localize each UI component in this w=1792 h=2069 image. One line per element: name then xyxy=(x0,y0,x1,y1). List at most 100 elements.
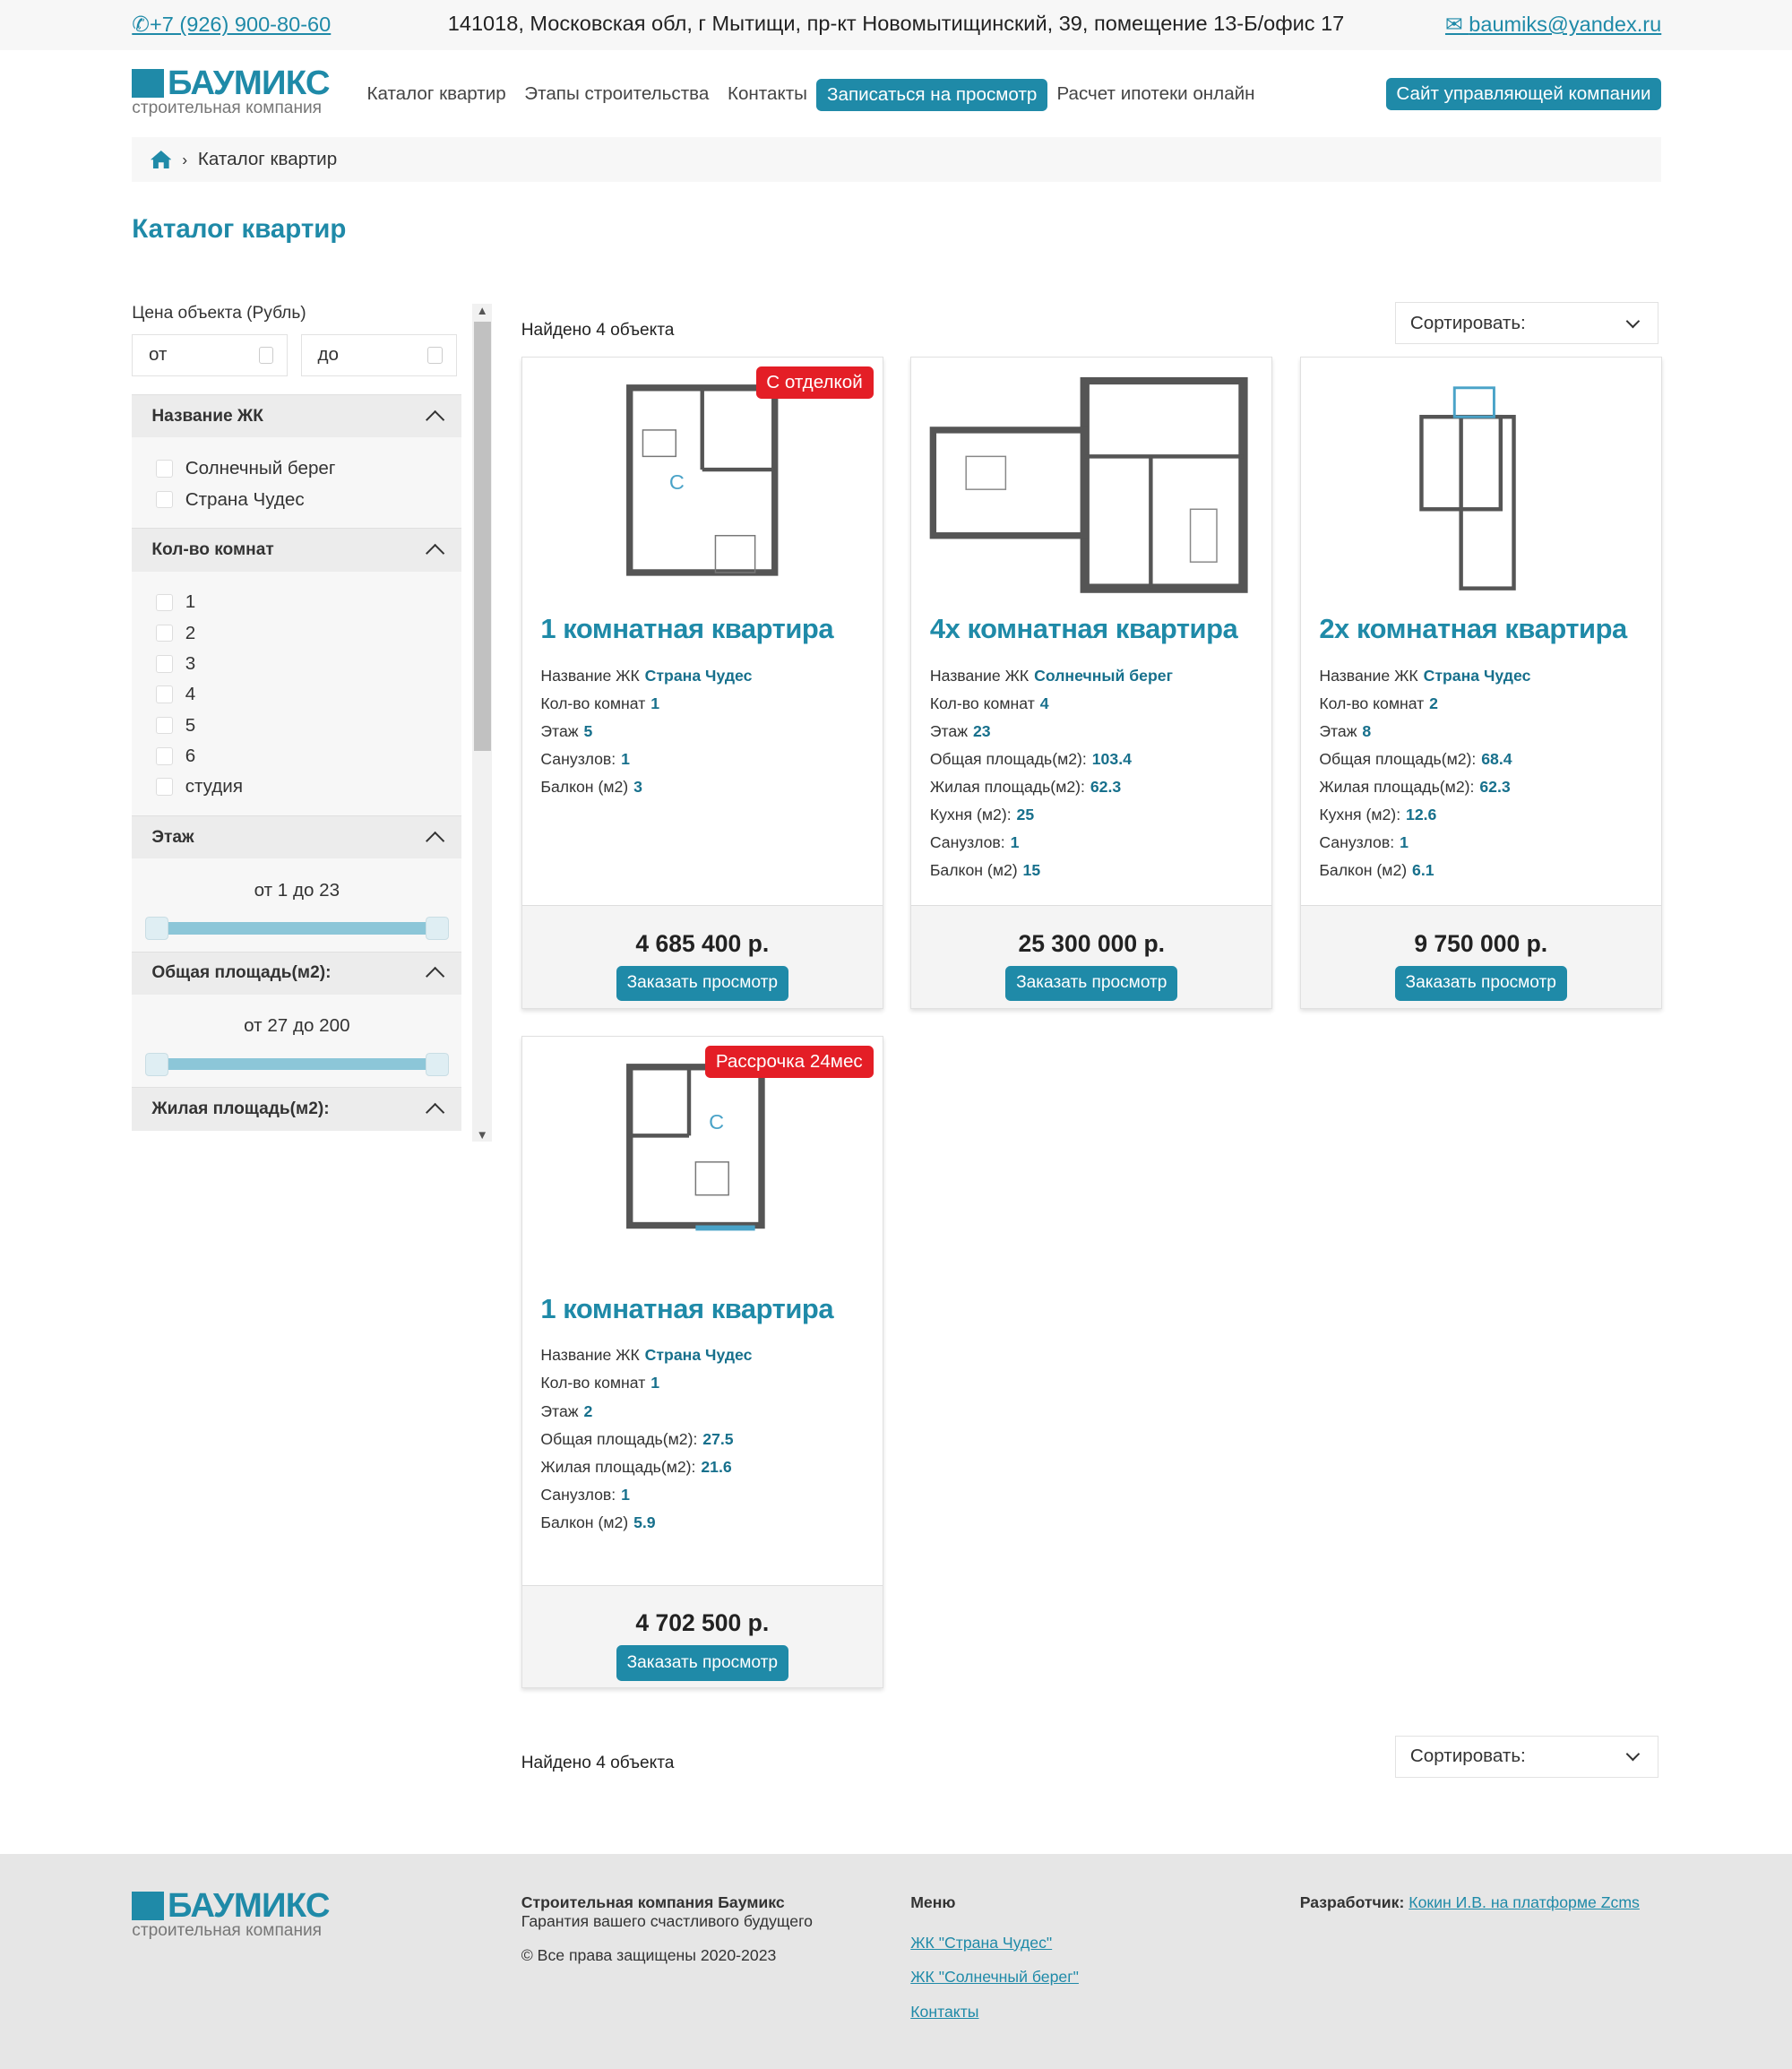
checkbox-icon[interactable] xyxy=(155,490,174,509)
checkbox-icon[interactable] xyxy=(155,460,174,478)
nav-stages[interactable]: Этапы строительства xyxy=(524,82,710,104)
option-label: 2 xyxy=(185,622,196,643)
spec-value: Страна Чудес xyxy=(1423,666,1531,685)
apartment-price: 25 300 000 р. xyxy=(1018,929,1166,957)
floor-plan-image[interactable] xyxy=(911,358,1271,595)
filter-complex-header[interactable]: Название ЖК xyxy=(132,394,462,438)
logo[interactable]: БАУМИКС строительная компания xyxy=(132,65,343,116)
spec-label: Кухня (м2): xyxy=(1319,806,1401,824)
filter-complex: Название ЖК Солнечный берег Страна Чудес xyxy=(132,394,462,529)
slider-handle-max[interactable] xyxy=(426,917,449,941)
spec-label: Этаж xyxy=(540,722,579,741)
spec-row: Санузлов: 1 xyxy=(1319,833,1660,861)
spec-value: 5.9 xyxy=(633,1513,656,1531)
apartment-card: C Рассрочка 24мес 1 комнатная квартира Назв… xyxy=(521,1036,883,1689)
spec-row: Название ЖК Страна Чудес xyxy=(1319,667,1660,694)
nav-catalog[interactable]: Каталог квартир xyxy=(366,82,506,104)
footer-logo[interactable]: БАУМИКС строительная компания xyxy=(132,1888,343,1939)
manager-site-button[interactable]: Сайт управляющей компании xyxy=(1385,77,1662,110)
price-from-input[interactable]: от xyxy=(132,333,289,376)
svg-text:C: C xyxy=(709,1110,724,1134)
sidebar-scrollbar[interactable]: ▲ ▼ xyxy=(472,303,493,1142)
option-label: 3 xyxy=(185,652,196,674)
footer-dev-link[interactable]: Кокин И.В. на платформе Zcms xyxy=(1409,1893,1640,1912)
area-slider[interactable] xyxy=(144,1053,449,1076)
nav-book-viewing[interactable]: Записаться на просмотр xyxy=(816,79,1048,112)
price-to-placeholder: до xyxy=(317,343,339,365)
checkbox-icon[interactable] xyxy=(155,593,174,612)
spec-value: 27.5 xyxy=(702,1429,734,1448)
spec-value: 15 xyxy=(1022,861,1041,880)
option-label: 5 xyxy=(185,714,196,736)
nav-mortgage[interactable]: Расчет ипотеки онлайн xyxy=(1056,82,1255,104)
spec-label: Балкон (м2) xyxy=(540,778,629,797)
spec-row: Общая площадь(м2): 103.4 xyxy=(930,750,1271,778)
book-viewing-button[interactable]: Заказать просмотр xyxy=(616,1645,788,1681)
apartment-specs: Название ЖК Страна Чудес Кол-во комнат 1 Эта… xyxy=(522,1346,883,1540)
footer-slogan: Гарантия вашего счастливого будущего xyxy=(521,1912,813,1931)
filter-option-checkbox[interactable]: Солнечный берег xyxy=(155,453,438,484)
floor-plan-image[interactable] xyxy=(1301,358,1661,595)
phone-link[interactable]: ✆+7 (926) 900-80-60 xyxy=(132,12,331,37)
filter-option-checkbox[interactable]: 3 xyxy=(155,649,438,679)
filter-option-checkbox[interactable]: студия xyxy=(155,772,438,802)
footer-link-solnechny-bereg[interactable]: ЖК "Солнечный берег" xyxy=(910,1968,1079,1987)
floor-slider[interactable] xyxy=(144,917,449,941)
option-label: 6 xyxy=(185,745,196,766)
breadcrumb: › Каталог квартир xyxy=(132,137,1662,183)
sort-dropdown[interactable]: Сортировать: xyxy=(1394,302,1659,345)
slider-handle-min[interactable] xyxy=(144,917,168,941)
filter-option-checkbox[interactable]: 1 xyxy=(155,587,438,617)
email-link[interactable]: ✉ baumiks@yandex.ru xyxy=(1445,12,1661,37)
footer-link-contacts[interactable]: Контакты xyxy=(910,2002,979,2021)
filter-rooms-header[interactable]: Кол-во комнат xyxy=(132,528,462,572)
area-range-text: от 27 до 200 xyxy=(244,1015,350,1037)
slider-handle-max[interactable] xyxy=(426,1053,449,1076)
spec-row: Балкон (м2) 15 xyxy=(930,861,1271,889)
footer-link-strana-chudes[interactable]: ЖК "Страна Чудес" xyxy=(910,1933,1053,1952)
home-icon[interactable] xyxy=(150,150,172,169)
apartment-price: 9 750 000 р. xyxy=(1414,929,1548,957)
spec-row: Жилая площадь(м2): 21.6 xyxy=(540,1458,882,1486)
checkbox-icon[interactable] xyxy=(155,778,174,797)
filter-option-checkbox[interactable]: 4 xyxy=(155,679,438,710)
book-viewing-button[interactable]: Заказать просмотр xyxy=(1394,965,1567,1002)
spec-value: 1 xyxy=(621,1485,630,1504)
checkbox-icon[interactable] xyxy=(155,655,174,673)
option-label: студия xyxy=(185,776,243,797)
filter-option-checkbox[interactable]: Страна Чудес xyxy=(155,484,438,514)
found-count-bottom: Найдено 4 объекта xyxy=(521,1754,675,1773)
filter-option-checkbox[interactable]: 5 xyxy=(155,710,438,740)
nav-contacts[interactable]: Контакты xyxy=(727,82,807,104)
spec-value: Страна Чудес xyxy=(644,666,753,685)
sort-dropdown-bottom[interactable]: Сортировать: xyxy=(1394,1735,1659,1778)
filter-living-header[interactable]: Жилая площадь(м2): xyxy=(132,1087,462,1131)
scrollbar-thumb[interactable] xyxy=(473,322,491,751)
scroll-up-icon[interactable]: ▲ xyxy=(476,303,488,317)
apartment-title[interactable]: 4х комнатная квартира xyxy=(929,613,1238,645)
filter-option-checkbox[interactable]: 2 xyxy=(155,618,438,649)
apartment-title[interactable]: 1 комнатная квартира xyxy=(540,1292,834,1324)
book-viewing-button[interactable]: Заказать просмотр xyxy=(616,965,788,1002)
spec-value: 21.6 xyxy=(701,1457,732,1476)
apartment-title[interactable]: 2х комнатная квартира xyxy=(1319,613,1627,645)
spec-row: Балкон (м2) 6.1 xyxy=(1319,861,1660,889)
price-to-input[interactable]: до xyxy=(300,333,457,376)
filter-floor-header[interactable]: Этаж xyxy=(132,815,462,859)
checkbox-icon[interactable] xyxy=(155,747,174,765)
scroll-down-icon[interactable]: ▼ xyxy=(476,1127,488,1142)
floor-plan-image[interactable]: C Рассрочка 24мес xyxy=(522,1037,883,1274)
filter-area-header[interactable]: Общая площадь(м2): xyxy=(132,951,462,995)
checkbox-icon[interactable] xyxy=(155,685,174,704)
floor-plan-image[interactable]: C С отделкой xyxy=(522,358,883,595)
filter-option-checkbox[interactable]: 6 xyxy=(155,741,438,772)
book-viewing-button[interactable]: Заказать просмотр xyxy=(1005,965,1178,1002)
spec-label: Жилая площадь(м2): xyxy=(1319,778,1475,797)
apartment-title[interactable]: 1 комнатная квартира xyxy=(540,613,834,645)
floor-plan-drawing xyxy=(1419,386,1516,591)
checkbox-icon[interactable] xyxy=(155,624,174,642)
footer-menu-title: Меню xyxy=(910,1893,956,1912)
slider-handle-min[interactable] xyxy=(144,1053,168,1076)
checkbox-icon[interactable] xyxy=(155,716,174,735)
phone-text: +7 (926) 900-80-60 xyxy=(150,13,332,37)
